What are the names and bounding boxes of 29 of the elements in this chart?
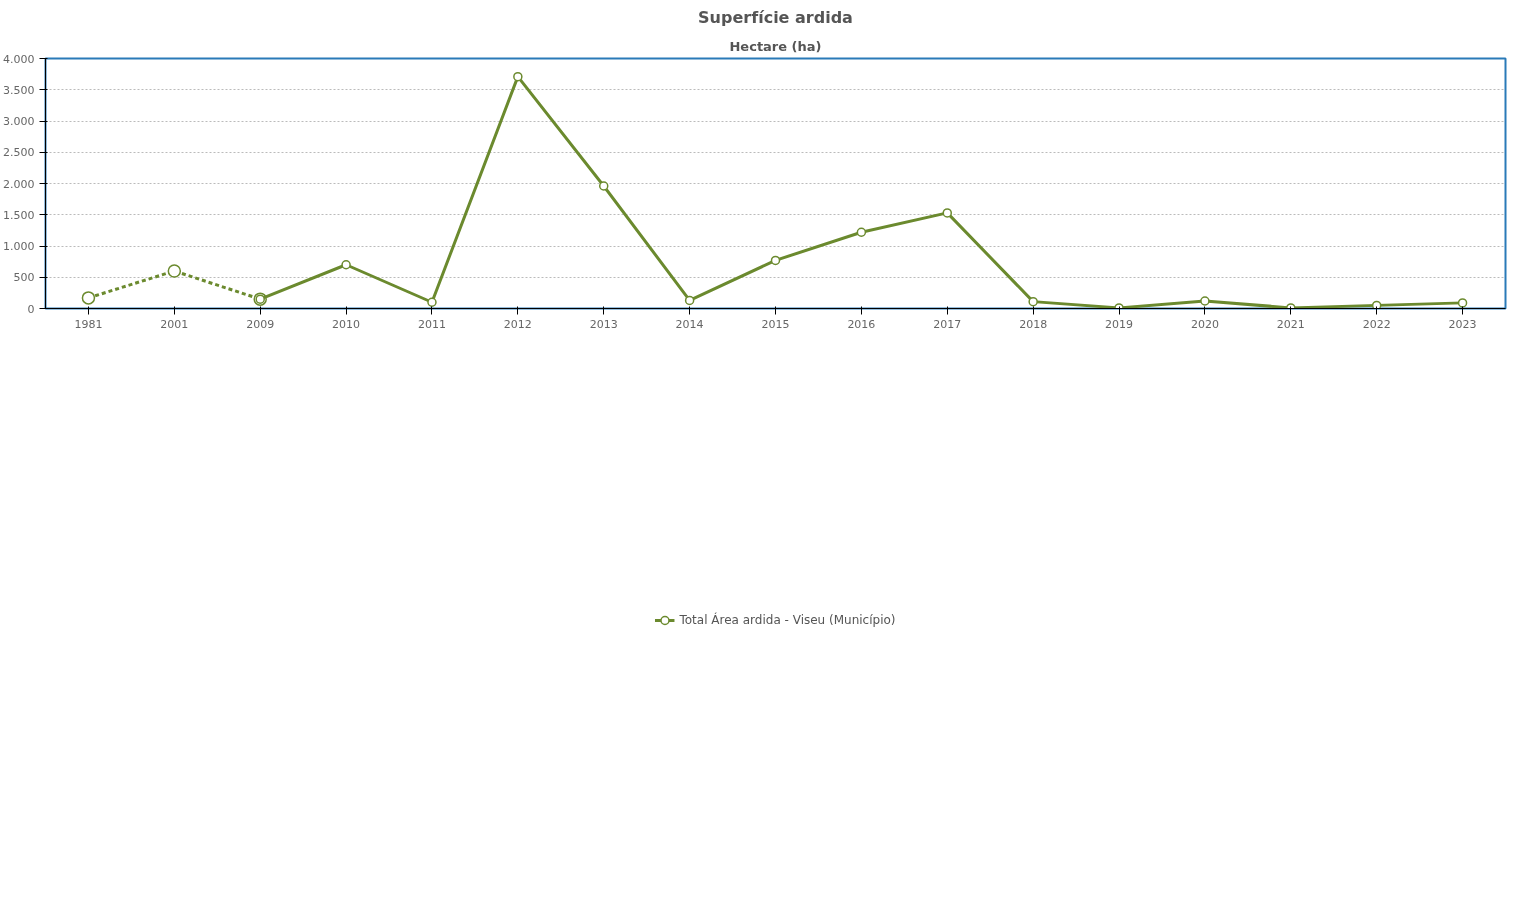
y-tick-label: 2.500 (3, 146, 35, 160)
x-tick-label: 2009 (246, 317, 275, 331)
chart-title: Superfície ardida (698, 7, 853, 27)
legend-label: Total Área ardida - Viseu (Município) (679, 613, 896, 627)
x-tick-label: 2016 (847, 317, 876, 331)
y-tick-label: 2.000 (3, 177, 35, 191)
x-tick-label: 2019 (1105, 317, 1134, 331)
x-tick-label: 2014 (675, 317, 704, 331)
y-tick-label: 4.000 (3, 52, 35, 66)
x-tick-label: 2021 (1276, 317, 1305, 331)
x-tick-label: 2023 (1448, 317, 1477, 331)
x-tick-label: 2022 (1362, 317, 1391, 331)
y-tick-label: 500 (13, 271, 35, 285)
y-tick-label: 3.500 (3, 83, 35, 97)
chart-subtitle: Hectare (ha) (729, 38, 822, 54)
x-tick-label: 2015 (761, 317, 790, 331)
y-tick-label: 1.500 (3, 208, 35, 222)
x-tick-label: 2011 (417, 317, 446, 331)
x-tick-label: 2017 (933, 317, 962, 331)
y-tick-label: 0 (27, 302, 35, 316)
x-tick-label: 2018 (1019, 317, 1048, 331)
x-tick-label: 2010 (332, 317, 361, 331)
x-tick-label: 2012 (503, 317, 532, 331)
x-tick-label: 1981 (74, 317, 103, 331)
y-tick-label: 1.000 (3, 240, 35, 253)
y-tick-label: 3.000 (3, 115, 35, 128)
x-tick-label: 2001 (160, 317, 189, 331)
x-tick-label: 2013 (589, 317, 618, 331)
x-tick-label: 2020 (1190, 317, 1219, 331)
